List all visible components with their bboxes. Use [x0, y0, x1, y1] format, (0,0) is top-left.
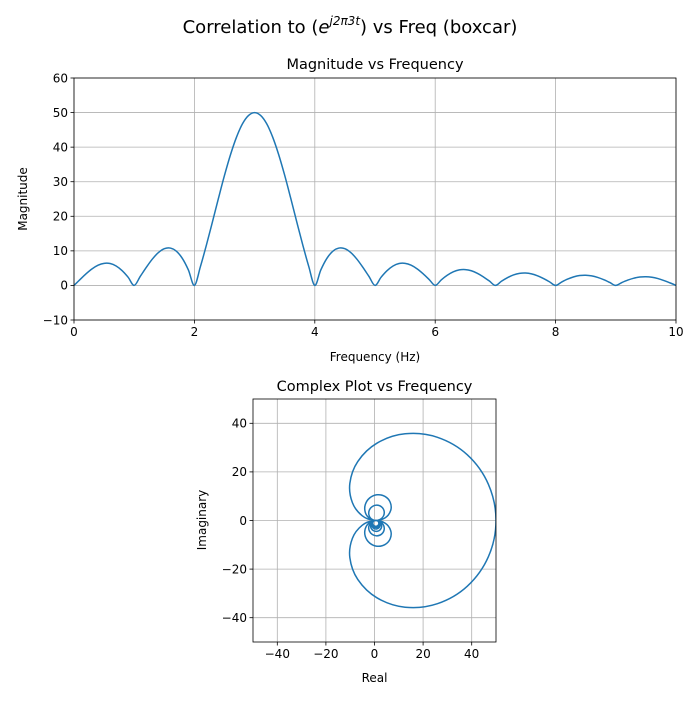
magnitude-axes: Magnitude vs Frequency Frequency (Hz) Ma…	[16, 57, 684, 364]
figure-title: Correlation to (ej2π3t) vs Freq (boxcar)	[183, 14, 518, 38]
magnitude-xtick-label: 2	[191, 325, 199, 339]
magnitude-xlabel: Frequency (Hz)	[330, 350, 421, 364]
magnitude-xtick-label: 6	[431, 325, 439, 339]
complex-xtick-label: 20	[415, 647, 430, 661]
complex-xtick-label: 0	[371, 647, 379, 661]
complex-ytick-label: 20	[232, 465, 247, 479]
complex-xtick-label: −40	[265, 647, 290, 661]
magnitude-xtick-label: 0	[70, 325, 78, 339]
complex-xtick-label: −20	[313, 647, 338, 661]
figure-title-math: e	[318, 17, 329, 38]
figure-title-prefix: Correlation to (	[183, 17, 319, 38]
complex-xtick-label: 40	[464, 647, 479, 661]
magnitude-ylabel: Magnitude	[16, 167, 30, 231]
magnitude-xtick-label: 4	[311, 325, 319, 339]
complex-xlabel: Real	[362, 671, 388, 685]
figure-title-suffix: ) vs Freq (boxcar)	[360, 17, 517, 38]
magnitude-ytick-label: 30	[53, 175, 68, 189]
complex-series-line	[348, 432, 496, 609]
magnitude-title: Magnitude vs Frequency	[286, 57, 463, 73]
magnitude-ytick-label: −10	[43, 313, 68, 327]
complex-ylabel: Imaginary	[195, 490, 209, 551]
magnitude-series-line	[74, 111, 676, 287]
magnitude-xtick-label: 10	[668, 325, 683, 339]
magnitude-ytick-label: 60	[53, 71, 68, 85]
magnitude-ytick-label: 40	[53, 140, 68, 154]
complex-ytick-label: −20	[222, 562, 247, 576]
magnitude-xtick-label: 8	[552, 325, 560, 339]
complex-ytick-label: 40	[232, 417, 247, 431]
complex-ytick-label: −40	[222, 611, 247, 625]
complex-ytick-label: 0	[239, 514, 247, 528]
magnitude-frame	[73, 77, 677, 321]
complex-axes: Complex Plot vs Frequency Real Imaginary…	[195, 379, 497, 685]
magnitude-ytick-label: 20	[53, 210, 68, 224]
magnitude-ytick-label: 10	[53, 244, 68, 258]
figure-title-sup: j2π3t	[327, 14, 361, 28]
magnitude-ytick-label: 50	[53, 106, 68, 120]
complex-title: Complex Plot vs Frequency	[277, 379, 473, 395]
magnitude-ytick-label: 0	[60, 279, 68, 293]
